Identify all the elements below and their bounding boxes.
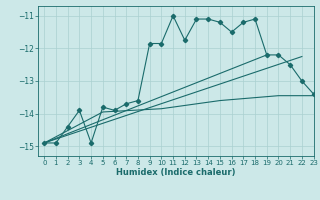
X-axis label: Humidex (Indice chaleur): Humidex (Indice chaleur)	[116, 168, 236, 177]
